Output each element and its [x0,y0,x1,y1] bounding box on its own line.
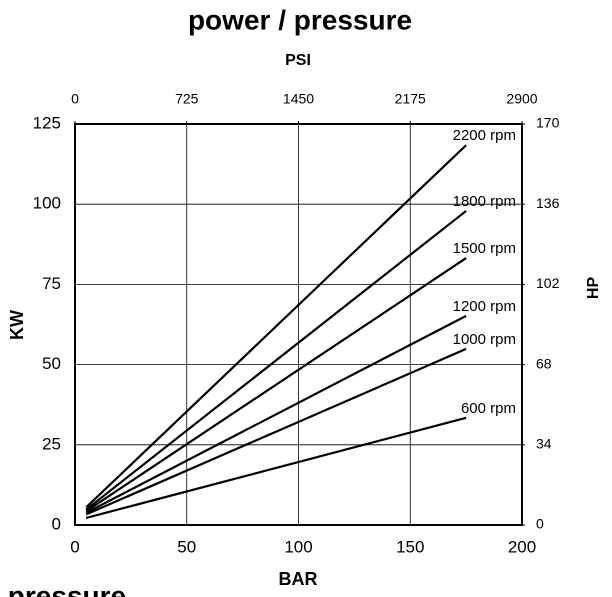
y2-tick-label: 102 [536,275,560,291]
y2-tick-label: 170 [536,115,560,131]
series-label: 1200 rpm [453,298,516,315]
plot-frame [74,123,523,526]
series-label: 2200 rpm [453,127,516,144]
series-line [85,314,467,514]
series-line [85,257,467,513]
chart-title: power / pressure [188,4,412,35]
y-tick-label: 25 [42,434,61,453]
x-tick-label: 200 [508,537,536,556]
y2-tick-label: 0 [536,516,544,532]
series-label: 600 rpm [461,400,516,417]
series-line [85,210,467,511]
y2-tick-label: 34 [536,436,552,452]
x2-tick-label: 2900 [506,91,537,107]
series-label: 1800 rpm [453,193,516,210]
x2-axis-label: PSI [285,52,311,69]
y-tick-label: 75 [42,274,61,293]
y-tick-label: 0 [52,514,61,533]
x2-tick-label: 2175 [395,91,426,107]
y-tick-label: 125 [33,113,61,132]
x-axis-label: BAR [279,569,318,589]
series-label: 1500 rpm [453,240,516,257]
x2-tick-label: 725 [175,91,199,107]
x2-tick-label: 1450 [283,91,314,107]
y-tick-label: 50 [42,354,61,373]
x-tick-label: 50 [177,537,196,556]
series-label: 1000 rpm [453,331,516,348]
x-tick-label: 100 [284,537,312,556]
x-tick-label: 150 [396,537,424,556]
y2-axis-label: HP [585,277,602,300]
y2-tick-label: 136 [536,195,560,211]
series-line [85,347,467,516]
x2-tick-label: 0 [71,91,79,107]
y-axis-label: KW [7,310,27,340]
series-line [85,144,467,509]
chart-title-echo: power / pressure [0,580,126,597]
x-tick-label: 0 [70,537,79,556]
y2-tick-label: 68 [536,355,552,371]
y-tick-label: 100 [33,194,61,213]
series-line [85,416,467,520]
